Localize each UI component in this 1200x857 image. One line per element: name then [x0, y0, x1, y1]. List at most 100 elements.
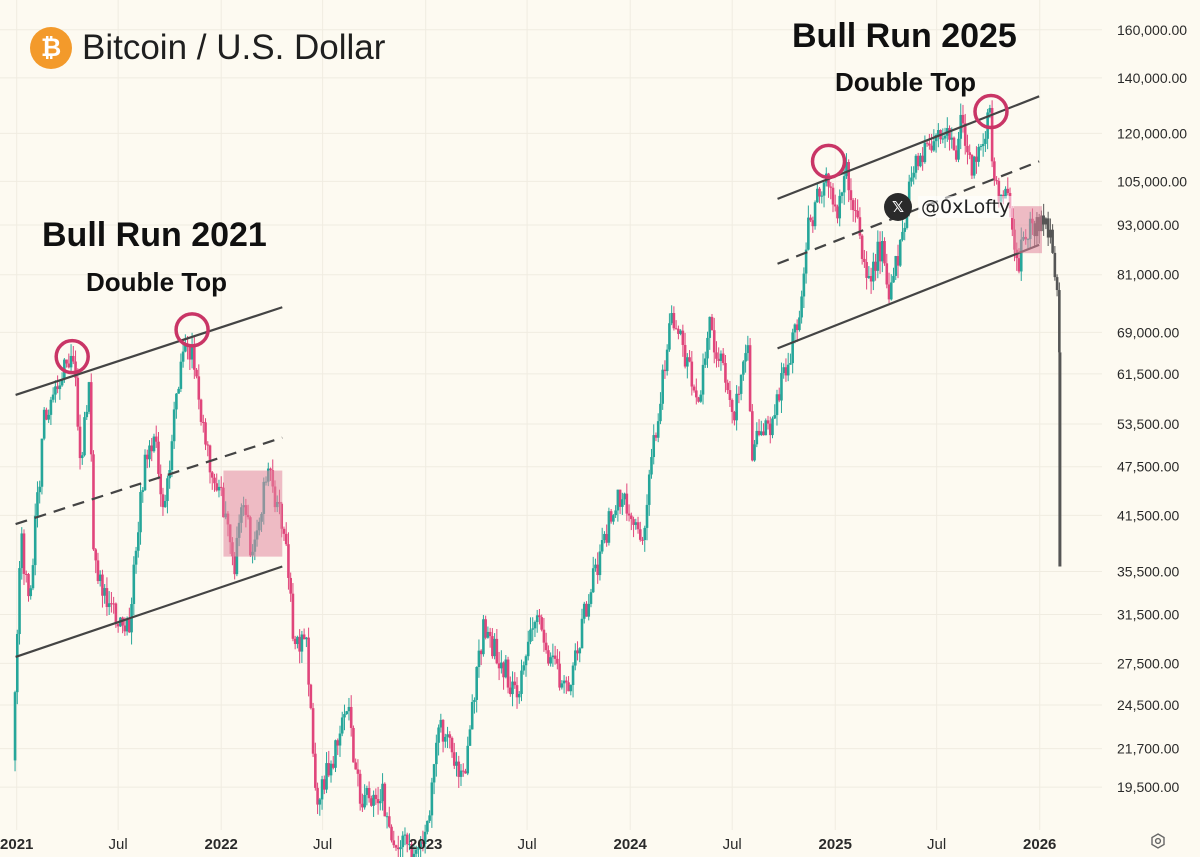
candle-body [988, 107, 992, 113]
top-circle [54, 338, 90, 375]
time-axis[interactable]: 2021 Jul 2022 Jul 2023 Jul 2024 Jul 2025 Jul 2026 [0, 836, 1056, 853]
candle-body [343, 714, 346, 718]
candle-body [83, 417, 86, 456]
x-tick-label: 2026 [1023, 836, 1056, 853]
candle-body [195, 369, 198, 377]
candle-body [515, 685, 519, 698]
candle-body [990, 107, 994, 162]
annotation-subtitle-2025: Double Top [835, 67, 977, 97]
candle-body [92, 454, 95, 550]
candle-body [616, 489, 620, 511]
settings-icon[interactable] [1150, 833, 1166, 849]
candle-body [181, 351, 185, 362]
candle-body [872, 261, 875, 282]
candle-body [627, 513, 631, 516]
candle-body [354, 762, 357, 770]
candle-body [448, 734, 452, 738]
channel-mid-line [15, 436, 283, 526]
candle-body [798, 317, 801, 331]
candle-body [679, 330, 682, 334]
candle-body [916, 155, 920, 167]
candle-body [809, 217, 812, 221]
candle-body [737, 393, 741, 395]
candle-body [188, 346, 192, 360]
channel-lower-line [777, 243, 1040, 350]
candle-body [399, 847, 402, 850]
candle-body [307, 637, 310, 685]
candle-body [289, 577, 292, 594]
candle-body [683, 344, 687, 367]
candle-body [733, 411, 736, 421]
candle-body [874, 261, 877, 271]
candle-body [975, 156, 978, 162]
candle-body [697, 397, 700, 402]
candle-body [764, 420, 768, 436]
candle-body [820, 195, 824, 197]
candle-body [813, 202, 817, 227]
y-tick-label: 53,500.00 [1117, 416, 1179, 432]
candle-body [383, 783, 387, 817]
candle-body [589, 592, 593, 604]
candle-body [208, 445, 212, 473]
candle-body [338, 733, 342, 746]
y-tick-label: 61,500.00 [1117, 366, 1179, 382]
y-tick-label: 35,500.00 [1117, 564, 1179, 580]
candle-body [36, 492, 39, 516]
x-tick-label: 2025 [819, 836, 852, 853]
candle-body [746, 345, 750, 354]
candle-body [887, 284, 891, 300]
candle-body [184, 345, 187, 352]
candle-body [457, 761, 461, 777]
candle-body [89, 382, 93, 455]
candle-body [777, 394, 781, 401]
candle-body [423, 831, 427, 845]
candle-body [24, 573, 28, 575]
price-axis[interactable]: 19,500.00 21,700.00 24,500.00 27,500.00 31,5… [1117, 22, 1187, 795]
candle-body [491, 636, 494, 657]
candle-body [865, 262, 868, 278]
candle-body [365, 788, 369, 795]
candle-body [759, 431, 763, 435]
candle-body [452, 752, 456, 766]
candle-body [578, 648, 582, 654]
candle-body [190, 344, 194, 360]
candle-body [42, 409, 46, 439]
candle-body [921, 155, 924, 163]
candle-body [482, 619, 485, 655]
candle-body [928, 143, 931, 146]
candle-body [29, 588, 33, 597]
candle-body [349, 706, 353, 728]
candle-body [56, 386, 59, 390]
candle-body [74, 361, 77, 378]
candle-body [952, 137, 956, 151]
candle-body [748, 345, 752, 412]
candle-body [376, 799, 380, 804]
candle-body [345, 711, 349, 715]
candle-body [421, 841, 425, 845]
candle-body [20, 533, 24, 569]
candle-body [876, 241, 880, 271]
candle-body [654, 435, 658, 438]
candle-body [979, 146, 983, 148]
candle-body [405, 834, 409, 845]
candle-body [963, 123, 967, 146]
candle-body [154, 436, 158, 442]
candle-body [1019, 239, 1023, 272]
candle-body [659, 403, 662, 422]
candle-body [87, 382, 91, 412]
candle-body [961, 114, 965, 124]
candle-body [136, 532, 140, 551]
y-tick-label: 105,000.00 [1117, 173, 1187, 189]
candle-body [464, 771, 467, 774]
candle-body [296, 636, 299, 645]
candle-body [455, 761, 458, 766]
candle-body [15, 634, 19, 693]
candle-body [318, 799, 322, 805]
y-tick-label: 31,500.00 [1117, 607, 1179, 623]
candle-body [811, 220, 815, 227]
candle-body [551, 655, 555, 658]
candle-body [193, 344, 196, 370]
candle-body [284, 533, 288, 545]
candle-body [13, 692, 17, 761]
